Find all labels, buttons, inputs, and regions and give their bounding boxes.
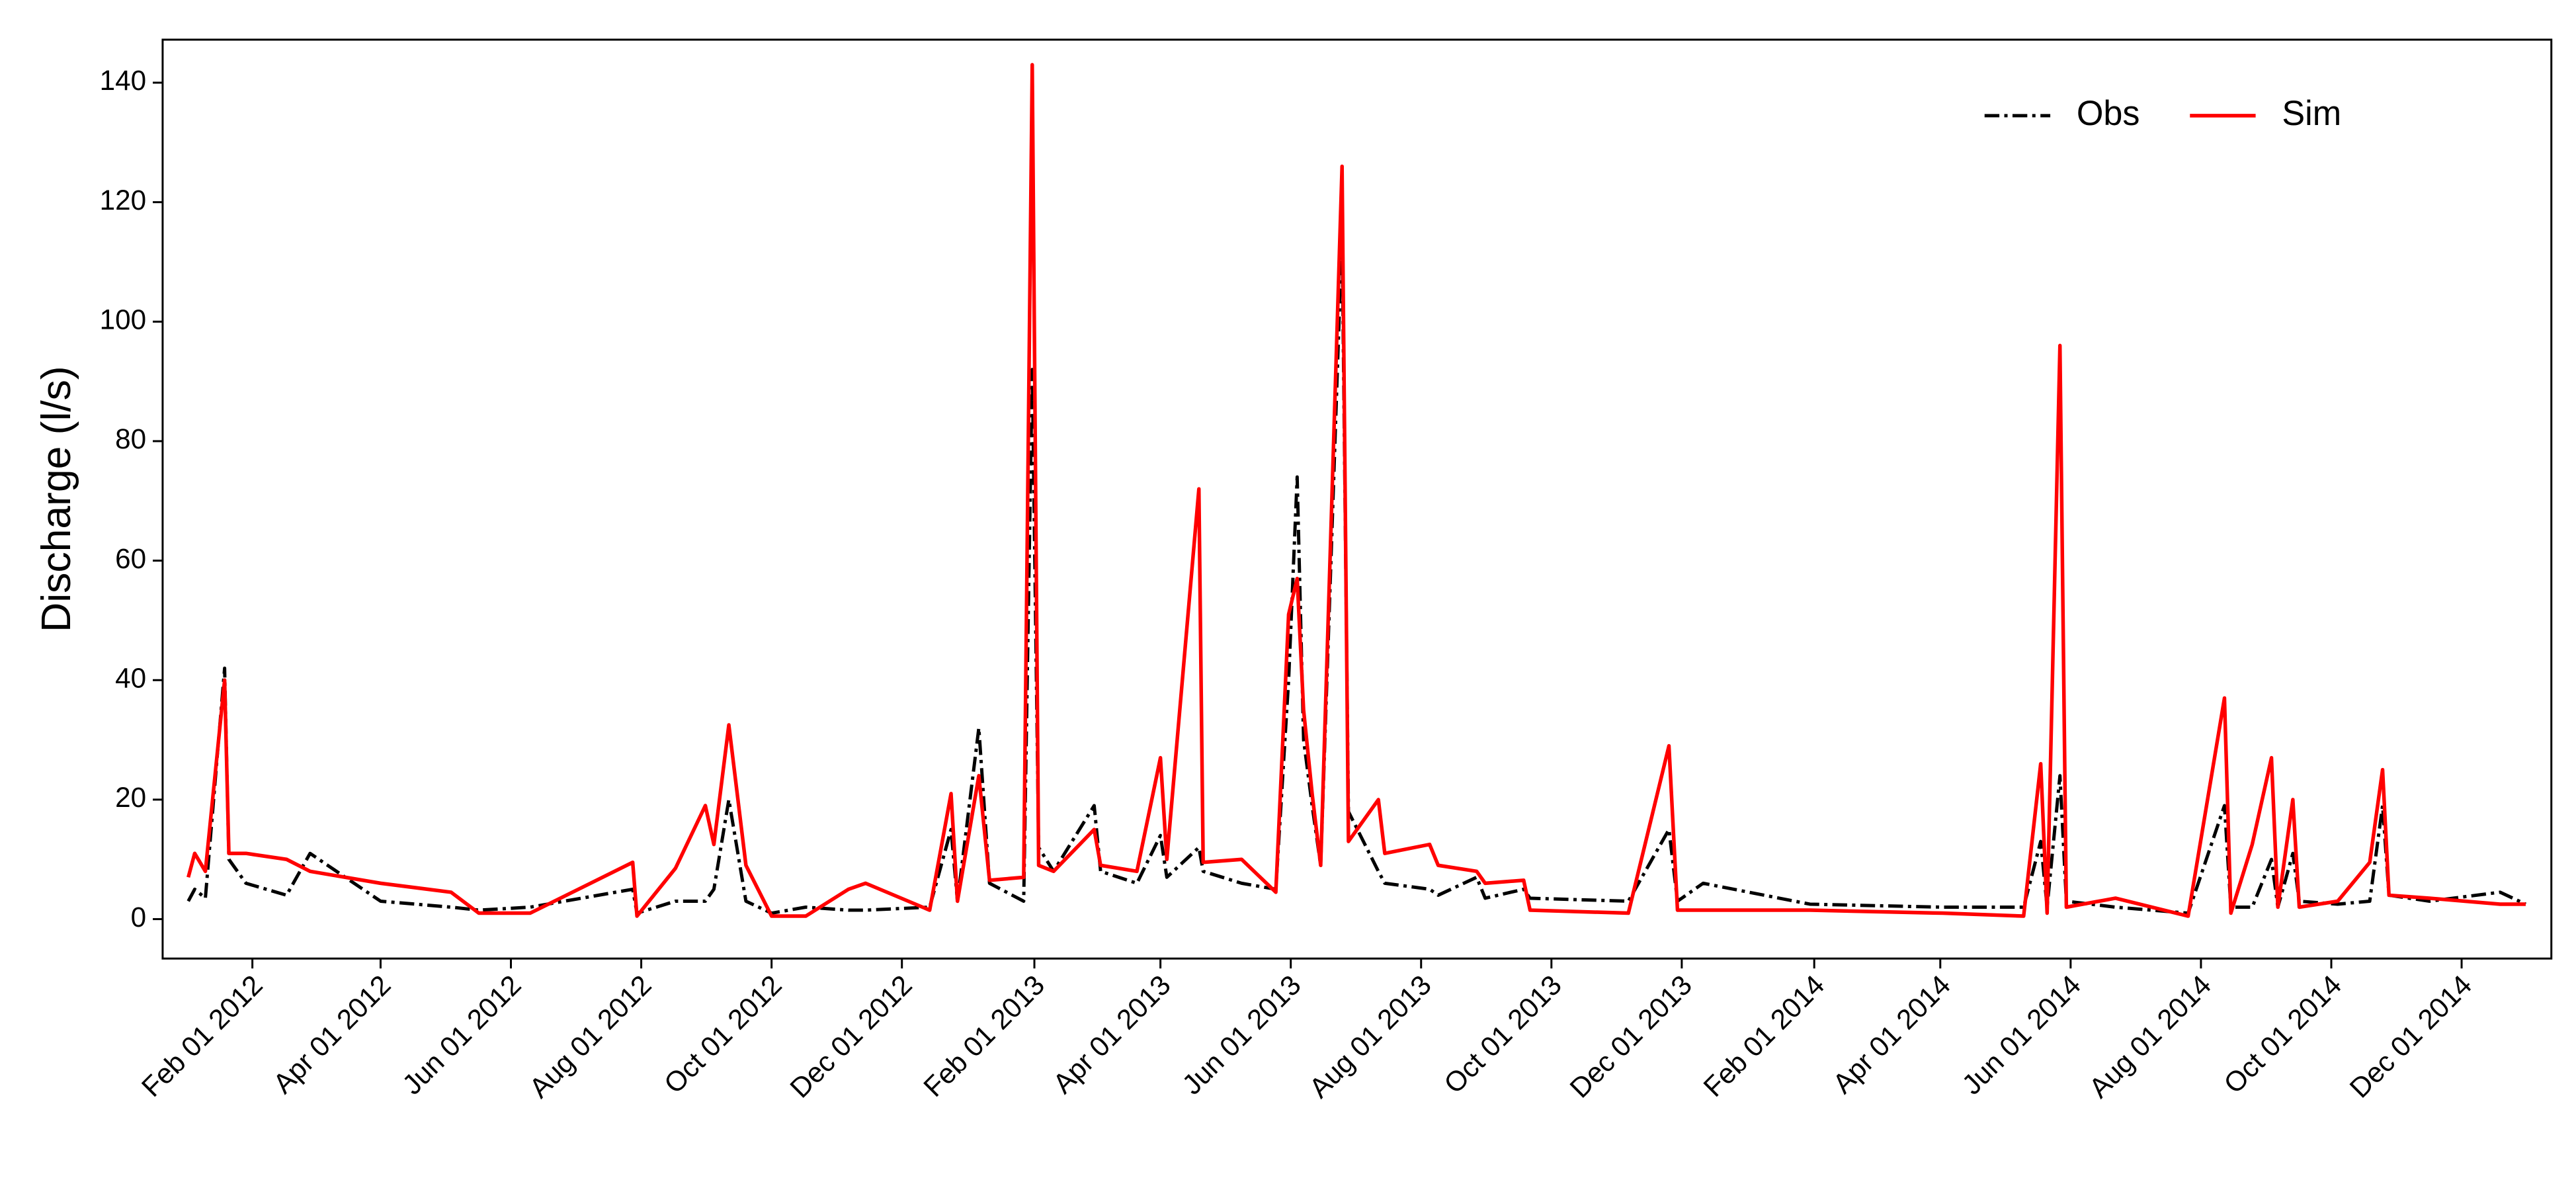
- x-tick-label: Apr 01 2013: [1047, 969, 1177, 1099]
- x-tick-label: Aug 01 2012: [523, 969, 657, 1104]
- y-tick-label: 120: [100, 185, 146, 216]
- y-tick-label: 80: [115, 423, 146, 454]
- x-tick-label: Apr 01 2014: [1827, 969, 1956, 1099]
- x-tick-label: Oct 01 2013: [1438, 969, 1567, 1099]
- y-tick-label: 140: [100, 65, 146, 96]
- y-tick-label: 100: [100, 304, 146, 335]
- legend-label: Obs: [2077, 95, 2140, 133]
- y-tick-label: 40: [115, 662, 146, 693]
- x-tick-label: Aug 01 2013: [1303, 969, 1436, 1104]
- x-tick-label: Jun 01 2013: [1176, 969, 1306, 1101]
- x-tick-label: Dec 01 2014: [2344, 969, 2477, 1104]
- x-tick-label: Jun 01 2012: [396, 969, 526, 1101]
- x-tick-label: Feb 01 2013: [917, 969, 1050, 1103]
- x-tick-label: Feb 01 2012: [136, 969, 269, 1103]
- x-tick-label: Jun 01 2014: [1956, 969, 2087, 1101]
- y-tick-label: 60: [115, 543, 146, 574]
- x-tick-label: Oct 01 2012: [658, 969, 788, 1099]
- x-tick-label: Dec 01 2013: [1564, 969, 1698, 1104]
- x-tick-label: Feb 01 2014: [1698, 969, 1831, 1103]
- x-tick-label: Dec 01 2012: [784, 969, 917, 1104]
- series-line: [187, 63, 2526, 918]
- series-line: [187, 230, 2527, 915]
- x-tick-label: Aug 01 2014: [2083, 969, 2217, 1104]
- legend-label: Sim: [2282, 95, 2341, 133]
- plot-frame: [161, 38, 2553, 960]
- y-axis-title: Discharge (l/s): [34, 366, 79, 632]
- x-tick-label: Apr 01 2012: [267, 969, 397, 1099]
- y-tick-label: 0: [131, 902, 146, 933]
- x-tick-label: Oct 01 2014: [2218, 969, 2347, 1099]
- y-tick-label: 20: [115, 782, 146, 813]
